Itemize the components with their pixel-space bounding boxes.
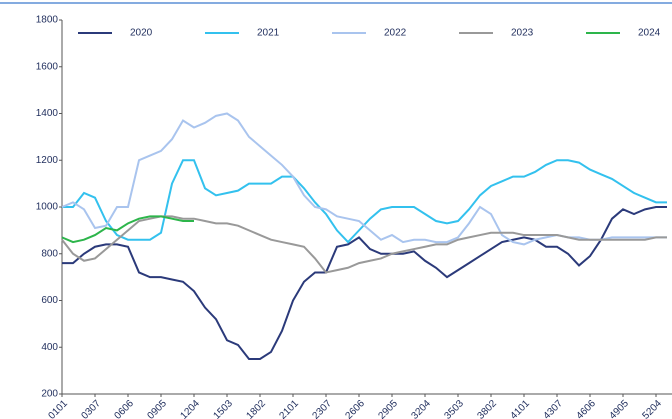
- y-tick-label: 1400: [36, 108, 59, 119]
- x-tick-label: 0307: [79, 398, 103, 419]
- series-line: [62, 206, 667, 360]
- legend-label: 2020: [130, 28, 153, 39]
- x-tick-label: 5204: [640, 398, 664, 419]
- legend-label: 2023: [511, 28, 534, 39]
- series-line: [61, 215, 194, 244]
- y-tick-label: 600: [41, 295, 58, 306]
- x-tick-label: 3204: [409, 398, 433, 419]
- y-tick-label: 400: [41, 342, 58, 353]
- x-tick-label: 4905: [607, 398, 631, 419]
- y-tick-label: 1000: [36, 202, 59, 213]
- y-tick-label: 1200: [36, 155, 59, 166]
- x-tick-label: 4606: [574, 398, 598, 419]
- x-tick-label: 4307: [541, 398, 565, 419]
- y-tick-label: 200: [41, 389, 58, 400]
- x-tick-label: 2307: [310, 398, 334, 419]
- x-tick-label: 3503: [442, 398, 466, 419]
- x-tick-label: 2101: [277, 398, 301, 419]
- x-tick-label: 2606: [343, 398, 367, 419]
- x-tick-label: 0905: [145, 398, 169, 419]
- x-tick-label: 1503: [211, 398, 235, 419]
- series-line: [61, 112, 667, 246]
- y-tick-label: 1800: [36, 15, 59, 26]
- y-tick-label: 1600: [36, 61, 59, 72]
- x-tick-label: 3802: [475, 398, 499, 419]
- legend-label: 2024: [638, 28, 661, 39]
- x-tick-label: 1204: [178, 398, 202, 419]
- x-tick-label: 0101: [46, 398, 70, 419]
- legend-label: 2021: [257, 28, 280, 39]
- x-tick-label: 0606: [112, 398, 136, 419]
- series-line: [62, 159, 667, 244]
- x-tick-label: 4101: [508, 398, 532, 419]
- legend-label: 2022: [384, 28, 407, 39]
- y-tick-label: 800: [41, 248, 58, 259]
- x-tick-label: 2905: [376, 398, 400, 419]
- x-tick-label: 1802: [244, 398, 268, 419]
